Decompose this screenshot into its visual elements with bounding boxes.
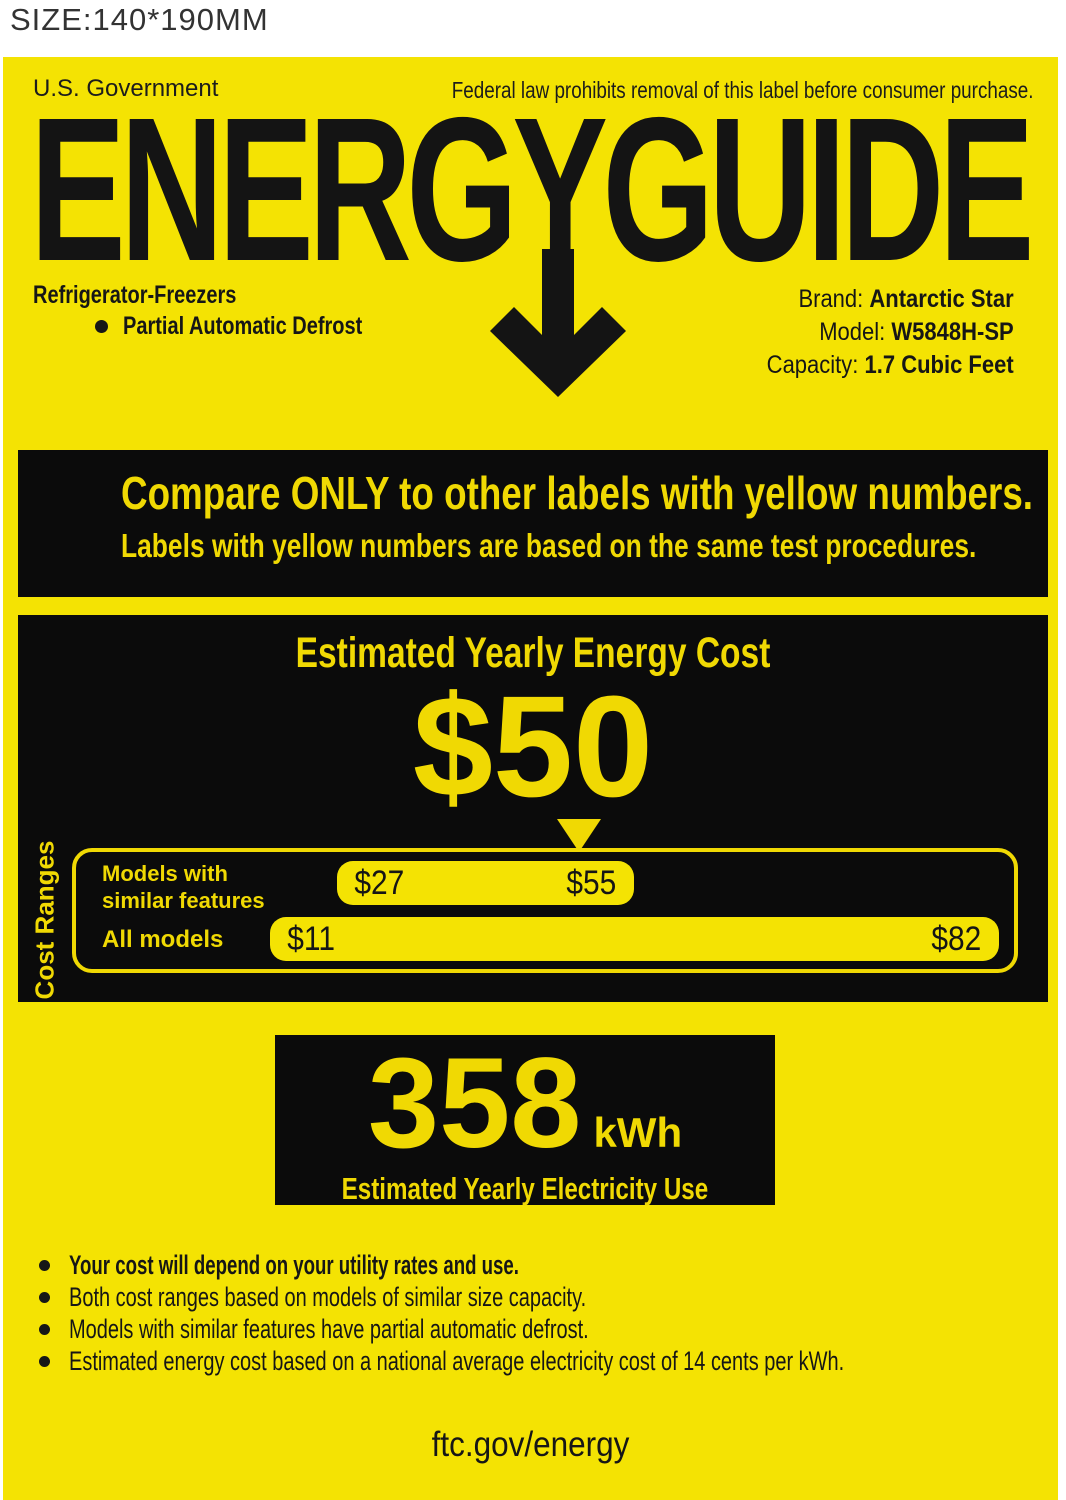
down-arrow-icon [490,249,626,397]
product-feature: Partial Automatic Defrost [123,312,363,340]
all-models-range-bar: $11 $82 [270,917,999,961]
bullet-icon [39,1259,50,1271]
capacity-value: 1.7 Cubic Feet [864,351,1014,379]
note-text: Estimated energy cost based on a nationa… [69,1345,845,1376]
compare-banner-line2: Labels with yellow numbers are based on … [121,527,977,564]
brand-value: Antarctic Star [869,285,1014,313]
similar-models-max: $55 [566,863,617,902]
electricity-use-value: 358 [367,1032,582,1175]
bullet-icon [39,1355,50,1367]
similar-models-min: $27 [354,863,405,902]
note-text: Both cost ranges based on models of simi… [69,1281,587,1312]
all-models-max: $82 [931,919,982,958]
note-text: Models with similar features have partia… [69,1313,589,1344]
all-models-label: All models [102,926,224,953]
us-government-text: U.S. Government [33,75,219,102]
note-text: Your cost will depend on your utility ra… [69,1249,519,1280]
notes-list: Your cost will depend on your utility ra… [39,1249,1066,1377]
product-category: Refrigerator-Freezers [33,281,237,309]
federal-law-text: Federal law prohibits removal of this la… [452,77,1034,103]
compare-banner-line1: Compare ONLY to other labels with yellow… [121,467,1034,519]
energyguide-logo: ENERGYGUIDE [30,75,1034,304]
model-label: Model: [819,318,886,346]
capacity-label: Capacity: [767,351,859,379]
note-item: Models with similar features have partia… [39,1313,1066,1345]
bullet-icon [95,320,108,333]
cost-ranges-box: Models with similar features $27 $55 All… [72,848,1018,973]
all-models-min: $11 [287,919,335,958]
compare-banner: Compare ONLY to other labels with yellow… [18,450,1048,597]
cost-pointer-triangle-icon [557,819,601,852]
product-feature-row: Partial Automatic Defrost [95,312,422,341]
electricity-use-caption: Estimated Yearly Electricity Use [341,1171,709,1207]
bullet-icon [39,1323,50,1335]
cost-ranges-side-label: Cost Ranges [29,840,60,1000]
note-item: Estimated energy cost based on a nationa… [39,1345,1066,1377]
brand-label: Brand: [798,285,864,313]
similar-models-label-line1: Models with [102,861,228,886]
similar-models-range-bar: $27 $55 [337,861,634,905]
bullet-icon [39,1291,50,1303]
model-value: W5848H-SP [891,318,1014,346]
electricity-use-box: 358 kWh Estimated Yearly Electricity Use [275,1032,775,1207]
brand-line: Brand: Antarctic Star [767,283,1014,316]
model-line: Model: W5848H-SP [767,316,1014,349]
size-note: SIZE:140*190MM [10,2,269,37]
ftc-url: ftc.gov/energy [431,1425,630,1464]
note-item: Both cost ranges based on models of simi… [39,1281,1066,1313]
capacity-line: Capacity: 1.7 Cubic Feet [767,349,1014,382]
electricity-use-value-row: 358 kWh [367,1032,683,1175]
similar-models-label-line2: similar features [102,888,265,913]
energy-guide-label: U.S. Government Federal law prohibits re… [3,57,1058,1500]
energy-cost-box: Estimated Yearly Energy Cost $50 Cost Ra… [18,615,1048,1002]
electricity-use-unit: kWh [593,1109,683,1156]
energy-cost-value: $50 [412,666,654,827]
note-item: Your cost will depend on your utility ra… [39,1249,1066,1281]
energy-cost-heading: Estimated Yearly Energy Cost [295,629,771,677]
similar-models-label: Models with similar features [102,860,265,914]
brand-block: Brand: Antarctic Star Model: W5848H-SP C… [767,283,1014,382]
